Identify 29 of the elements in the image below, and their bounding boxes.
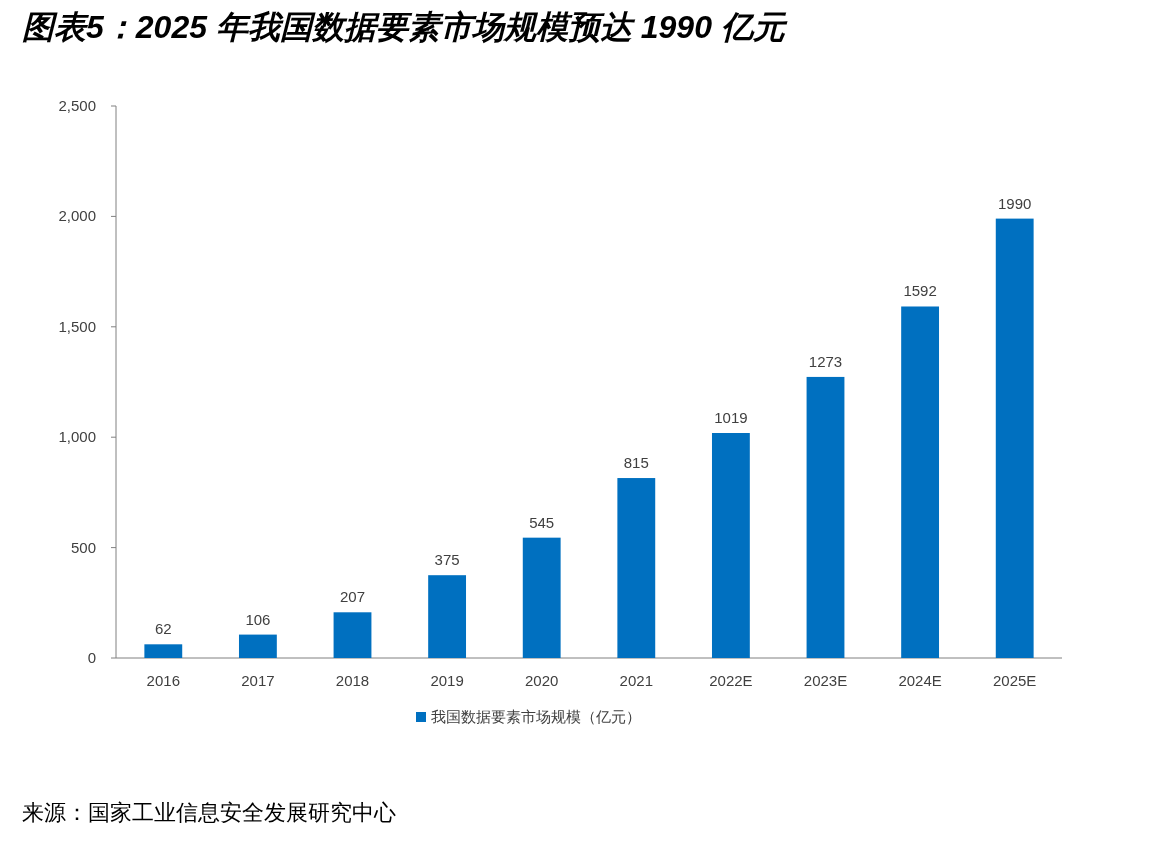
data-label: 815 [623, 454, 649, 472]
x-tick-label: 2019 [430, 672, 464, 689]
data-label: 1019 [714, 409, 748, 426]
data-label: 207 [339, 588, 366, 606]
x-tick-label: 2023E [803, 672, 848, 689]
y-tick-label: 2,000 [58, 207, 96, 225]
data-label: 1990 [998, 194, 1032, 212]
data-label: 545 [529, 513, 555, 531]
source-note: 来源：国家工业信息安全发展研究中心 [22, 800, 396, 825]
data-label: 62 [154, 620, 172, 638]
x-tick-label: 2016 [146, 672, 180, 689]
chart-title: 图表5：2025 年我国数据要素市场规模预达 1990 亿元 [22, 9, 788, 45]
data-label: 375 [434, 551, 460, 569]
x-tick-label: 2024E [898, 672, 942, 689]
data-label: 1592 [903, 282, 937, 300]
x-tick-label: 2021 [619, 672, 653, 689]
x-tick-label: 2020 [525, 672, 559, 689]
y-tick-label: 500 [70, 538, 96, 556]
data-label: 1273 [808, 352, 843, 370]
x-tick-label: 2017 [241, 672, 275, 689]
x-tick-label: 2022E [709, 672, 753, 689]
x-tick-label: 2025E [993, 672, 1037, 689]
data-label: 106 [245, 610, 271, 628]
x-tick-label: 2018 [335, 672, 370, 689]
y-tick-label: 1,000 [58, 428, 96, 446]
y-tick-label: 2,500 [58, 97, 96, 114]
y-tick-label: 0 [87, 649, 96, 666]
y-tick-label: 1,500 [58, 317, 96, 335]
legend-label: 我国数据要素市场规模（亿元） [431, 708, 641, 725]
